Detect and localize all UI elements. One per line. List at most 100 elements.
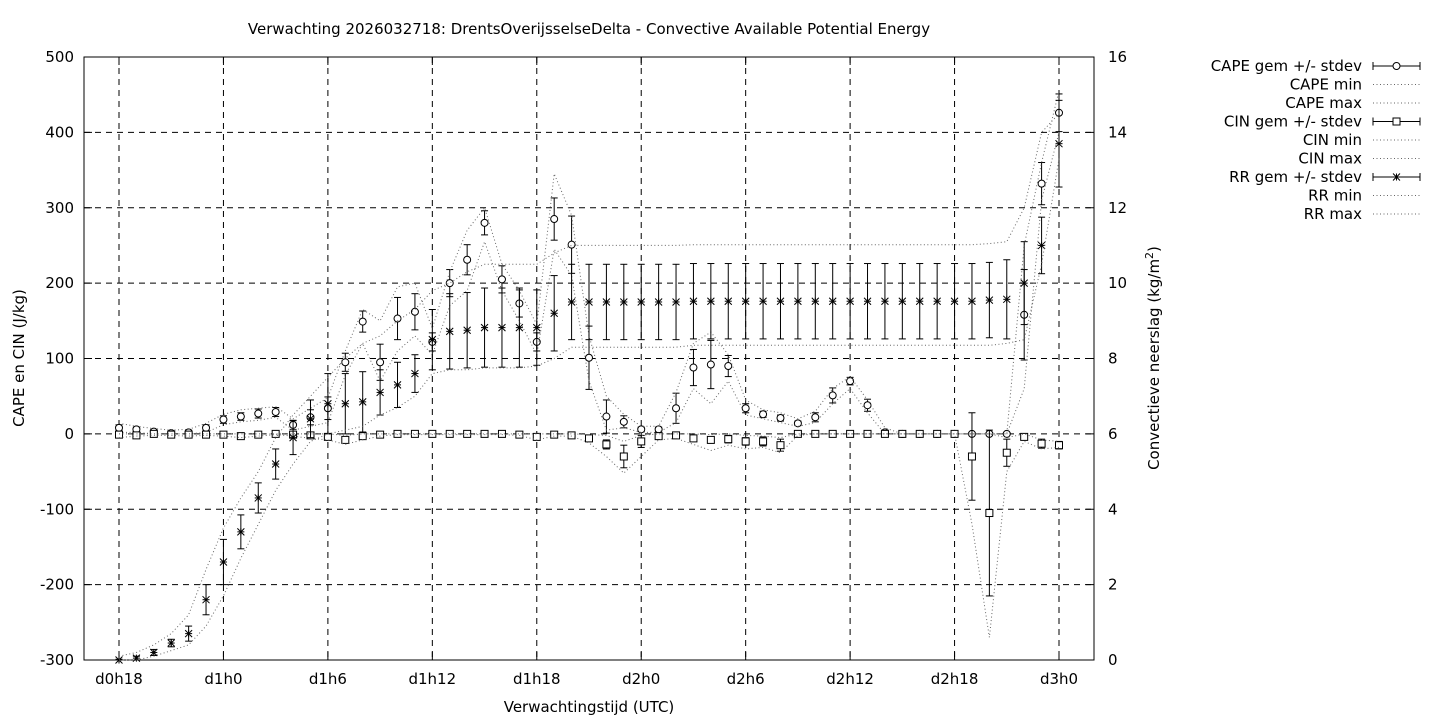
star-stroke [968, 297, 976, 306]
data-point [515, 430, 524, 439]
data-point [202, 595, 210, 604]
data-point [794, 297, 802, 306]
legend-label: CIN max [1298, 150, 1362, 168]
data-point [410, 307, 419, 316]
data-point [254, 409, 263, 418]
star-stroke [202, 595, 210, 604]
data-point [724, 435, 733, 444]
data-point [846, 429, 855, 438]
x-tick-label: d2h12 [826, 670, 874, 688]
y-axis-label: CAPE en CIN (J/kg) [10, 289, 28, 427]
y2-tick-label: 2 [1108, 576, 1118, 594]
data-point [759, 437, 768, 446]
data-point [480, 323, 489, 332]
data-point [445, 327, 454, 336]
data-point [776, 414, 785, 423]
data-point [219, 430, 228, 439]
star-stroke [724, 297, 733, 306]
star-stroke [515, 323, 524, 332]
data-point [532, 323, 541, 332]
data-point [776, 297, 785, 306]
data-point [115, 423, 123, 432]
data-point [236, 528, 245, 536]
data-point [515, 323, 524, 332]
data-point [1002, 295, 1011, 304]
data-point [341, 435, 350, 444]
data-point [358, 432, 367, 441]
data-point [149, 429, 158, 438]
data-point [828, 429, 837, 438]
legend-label: CAPE min [1290, 76, 1362, 94]
data-point [863, 429, 872, 438]
star-stroke [898, 297, 907, 306]
data-point [1392, 173, 1401, 181]
star-stroke [567, 298, 576, 306]
data-point [880, 429, 889, 438]
star-stroke [637, 298, 646, 306]
y-tick-label: 400 [45, 123, 74, 141]
legend-label: CAPE max [1285, 94, 1362, 112]
star-stroke [376, 388, 384, 397]
star-stroke [393, 381, 402, 389]
y2-tick-label: 14 [1108, 123, 1127, 141]
star-stroke [915, 297, 924, 306]
series-cape-max [118, 90, 1060, 435]
data-point [463, 429, 472, 438]
x-tick-label: d2h18 [931, 670, 979, 688]
y-tick-label: 0 [64, 425, 74, 443]
data-point [672, 431, 681, 440]
star-stroke [480, 323, 489, 332]
star-stroke [358, 397, 367, 406]
x-axis-label: Verwachtingstijd (UTC) [504, 698, 675, 716]
series-line [118, 433, 1060, 638]
data-point [828, 391, 837, 400]
data-point [410, 429, 419, 438]
star-stroke [741, 297, 750, 306]
data-point [915, 429, 924, 438]
x-tick-label: d2h6 [727, 670, 765, 688]
data-point [933, 297, 942, 306]
data-point [393, 381, 402, 389]
data-point [1055, 139, 1063, 148]
data-point [724, 362, 733, 371]
data-point [202, 423, 211, 432]
data-point [968, 297, 976, 306]
data-point [689, 434, 698, 443]
data-point [358, 397, 367, 406]
star-stroke [236, 528, 245, 536]
y2-axis-label-main: Convectieve neerslag (kg/m [1145, 259, 1163, 470]
star-stroke [306, 414, 315, 423]
data-point [480, 429, 489, 438]
data-point [132, 431, 141, 440]
data-point [741, 404, 750, 413]
star-stroke [254, 494, 263, 502]
data-point [289, 433, 297, 442]
data-point [811, 429, 820, 438]
data-point [167, 639, 176, 647]
data-point [376, 388, 384, 397]
legend-label: RR min [1308, 187, 1362, 205]
data-point [985, 509, 994, 518]
data-point [619, 298, 628, 306]
data-point [497, 429, 506, 438]
data-point [1392, 117, 1401, 126]
star-stroke [689, 297, 698, 306]
data-point [411, 369, 419, 378]
data-point [202, 430, 211, 439]
x-tick-label: d3h0 [1040, 670, 1078, 688]
star-stroke [532, 323, 541, 332]
data-point [759, 297, 767, 306]
data-point [1037, 241, 1046, 250]
star-stroke [1055, 139, 1063, 148]
star-stroke [706, 297, 715, 306]
data-point [532, 432, 541, 441]
star-stroke [846, 297, 854, 306]
data-point [689, 297, 698, 306]
data-point [480, 218, 489, 227]
y-tick-label: -200 [40, 576, 74, 594]
legend-label: RR max [1304, 205, 1362, 223]
data-point [271, 460, 280, 468]
star-stroke [550, 309, 559, 318]
series-rr-gem-stdev [115, 99, 1063, 664]
data-point [1020, 432, 1029, 441]
